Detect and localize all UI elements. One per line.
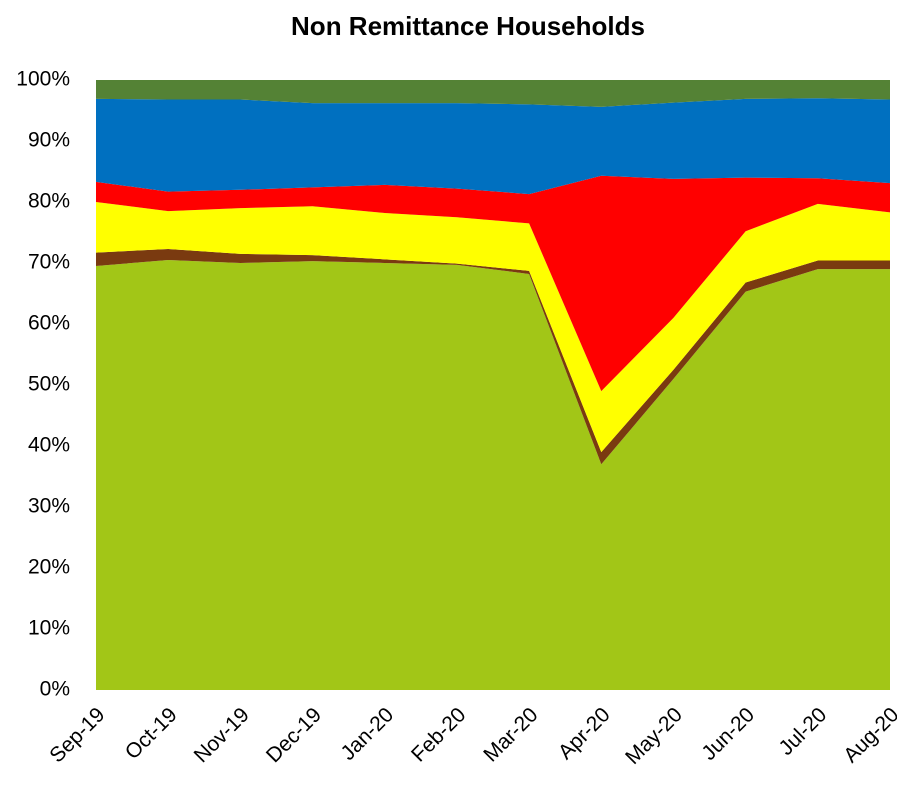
y-tick-label: 90% xyxy=(28,129,70,152)
y-tick-label: 0% xyxy=(40,678,70,701)
x-tick-label: Dec-19 xyxy=(262,703,326,767)
area xyxy=(96,175,890,392)
x-tick-label: Aug-20 xyxy=(839,703,897,767)
x-tick-label: Oct-19 xyxy=(121,703,182,764)
x-tick-label: Nov-19 xyxy=(190,703,254,767)
x-tick-label: Jun-20 xyxy=(697,703,759,765)
x-tick-label: Jul-20 xyxy=(775,703,832,760)
x-tick-label: Mar-20 xyxy=(479,703,542,766)
y-tick-label: 100% xyxy=(16,68,70,91)
area xyxy=(96,80,890,107)
area xyxy=(96,248,890,465)
chart-title: Non Remittance Households xyxy=(291,11,645,41)
x-tick-label: Apr-20 xyxy=(554,703,615,764)
x-tick-label: Jan-20 xyxy=(337,703,399,765)
y-tick-label: 10% xyxy=(28,617,70,640)
y-tick-label: 50% xyxy=(28,373,70,396)
x-tick-label: Feb-20 xyxy=(407,703,470,766)
y-tick-label: 40% xyxy=(28,434,70,457)
x-tick-label: Sep-19 xyxy=(45,703,109,767)
y-tick-label: 20% xyxy=(28,556,70,579)
y-tick-label: 60% xyxy=(28,312,70,335)
area xyxy=(96,202,890,453)
y-tick-label: 30% xyxy=(28,495,70,518)
x-tick-label: May-20 xyxy=(621,703,687,769)
y-tick-label: 70% xyxy=(28,251,70,274)
area xyxy=(96,98,890,195)
area xyxy=(96,259,890,690)
y-tick-label: 80% xyxy=(28,190,70,213)
